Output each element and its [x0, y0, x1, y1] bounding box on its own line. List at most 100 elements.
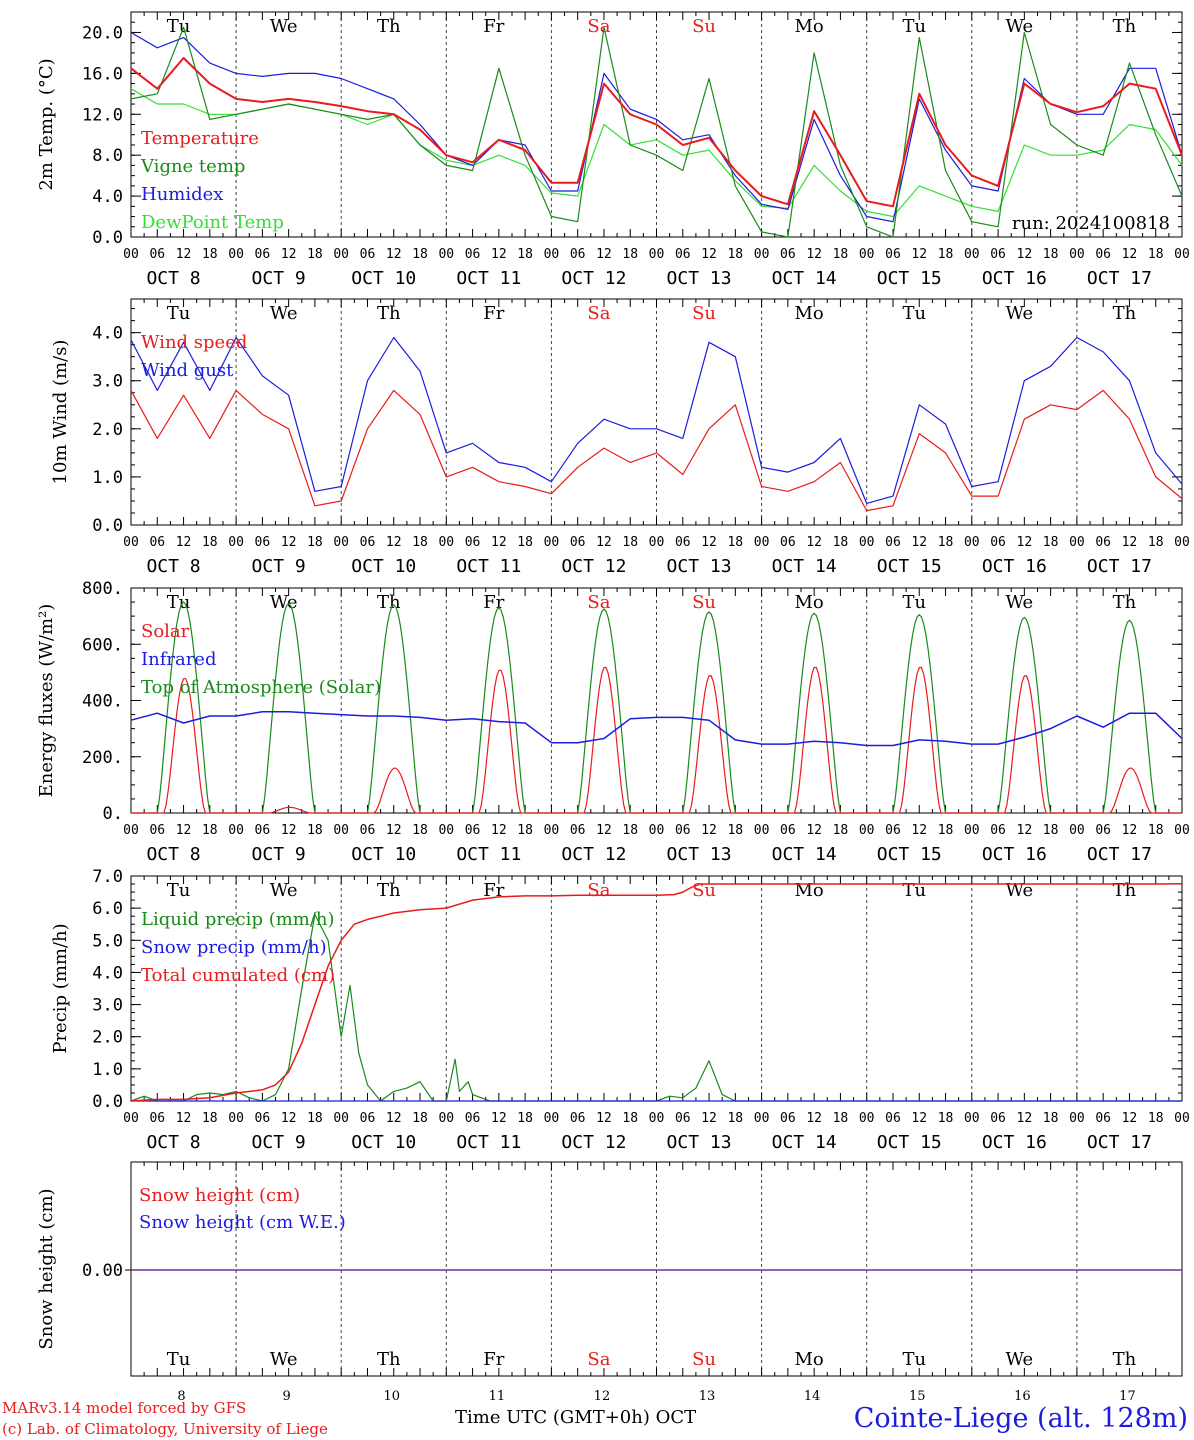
weekday-label: Fr	[483, 1349, 504, 1370]
hour-tick-label: 12	[806, 247, 822, 262]
hour-tick-label: 06	[1095, 1111, 1111, 1126]
hour-tick-label: 18	[1148, 535, 1164, 550]
hour-tick-label: 12	[281, 535, 297, 550]
weekday-label: Mo	[795, 1349, 824, 1370]
hour-tick-label: 00	[438, 247, 454, 262]
weekday-label: Tu	[902, 303, 926, 324]
panel-4: 0.0 1.0 2.0 3.0 4.0 5.0 6.0 7.0 Precip (mm/h) 00 0…	[50, 867, 1190, 1153]
hour-tick-label: 12	[911, 247, 927, 262]
date-label: OCT 10	[351, 556, 416, 577]
date-label: OCT 11	[456, 844, 521, 865]
series-wind-gust	[130, 336, 1183, 504]
weekday-label: Th	[1113, 16, 1137, 37]
hour-tick-label: 00	[859, 247, 875, 262]
panel-1: 0.0 4.0 8.0 12.0 16.0 20.0 2m Temp. (°C) 00 06 12…	[36, 11, 1190, 289]
date-label: OCT 16	[982, 1132, 1047, 1153]
date-label: OCT 9	[252, 268, 306, 289]
y-tick-label: 4.0	[92, 963, 123, 983]
hour-tick-label: 06	[465, 1111, 481, 1126]
weekday-label: Th	[377, 303, 401, 324]
hour-tick-label: 12	[911, 823, 927, 838]
date-label: OCT 15	[877, 1132, 942, 1153]
weekday-label: Th	[1113, 303, 1137, 324]
weekday-label: Tu	[167, 16, 191, 37]
day-number-label: 16	[1014, 1389, 1031, 1404]
hour-tick-label: 18	[412, 1111, 428, 1126]
y-tick-label: 0.0	[92, 228, 123, 248]
hour-tick-label: 00	[333, 823, 349, 838]
day-number-label: 9	[283, 1389, 291, 1404]
date-label: OCT 13	[667, 268, 732, 289]
hour-tick-label: 18	[412, 823, 428, 838]
date-label: OCT 10	[351, 268, 416, 289]
series-wind-speed	[130, 389, 1183, 512]
hour-tick-label: 18	[833, 247, 849, 262]
hour-tick-label: 18	[517, 247, 533, 262]
hour-tick-label: 00	[964, 535, 980, 550]
y-tick-label: 0.0	[92, 516, 123, 536]
day-number-label: 13	[699, 1389, 716, 1404]
weekday-label: Sa	[587, 16, 610, 37]
date-label: OCT 11	[456, 268, 521, 289]
hour-tick-label: 12	[176, 823, 192, 838]
hour-tick-label: 00	[859, 1111, 875, 1126]
date-label: OCT 8	[146, 556, 200, 577]
hour-tick-label: 06	[465, 247, 481, 262]
date-label: OCT 11	[456, 556, 521, 577]
date-label: OCT 12	[561, 1132, 626, 1153]
weekday-label: We	[1006, 880, 1034, 901]
weekday-label: Sa	[587, 880, 610, 901]
weekday-label: We	[270, 880, 298, 901]
y-tick-label: 7.0	[92, 867, 123, 887]
y-tick-label: 600.	[82, 635, 123, 655]
hour-tick-label: 00	[649, 247, 665, 262]
y-tick-label: 200.	[82, 748, 123, 768]
y-tick-label: 400.	[82, 692, 123, 712]
date-label: OCT 15	[877, 556, 942, 577]
hour-tick-label: 18	[622, 1111, 638, 1126]
legend-entry: Snow precip (mm/h)	[141, 937, 327, 958]
y-tick-label: 5.0	[92, 931, 123, 951]
hour-tick-label: 00	[1174, 247, 1190, 262]
date-label: OCT 13	[667, 844, 732, 865]
hour-tick-label: 00	[649, 1111, 665, 1126]
hour-tick-label: 00	[649, 535, 665, 550]
hour-tick-label: 12	[1122, 823, 1138, 838]
hour-tick-label: 06	[990, 823, 1006, 838]
date-label: OCT 14	[772, 844, 837, 865]
hour-tick-label: 06	[885, 247, 901, 262]
date-label: OCT 13	[667, 556, 732, 577]
weekday-label: Th	[1113, 880, 1137, 901]
hour-tick-label: 06	[675, 535, 691, 550]
hour-tick-label: 12	[386, 247, 402, 262]
weekday-label: Su	[692, 1349, 716, 1370]
series-solar	[131, 666, 1182, 814]
hour-tick-label: 18	[938, 1111, 954, 1126]
hour-tick-label: 00	[754, 535, 770, 550]
hour-tick-label: 00	[333, 535, 349, 550]
legend-entry: Temperature	[141, 128, 259, 149]
hour-tick-label: 12	[281, 823, 297, 838]
hour-tick-label: 06	[149, 1111, 165, 1126]
weekday-label: Mo	[795, 16, 824, 37]
station-name: Cointe-Liege (alt. 128m)	[854, 1403, 1188, 1434]
hour-tick-label: 06	[465, 823, 481, 838]
hour-tick-label: 06	[885, 823, 901, 838]
hour-tick-label: 12	[386, 1111, 402, 1126]
hour-tick-label: 00	[1174, 535, 1190, 550]
y-axis-label: 10m Wind (m/s)	[50, 340, 71, 485]
hour-tick-label: 18	[727, 1111, 743, 1126]
hour-tick-label: 18	[202, 535, 218, 550]
date-label: OCT 15	[877, 844, 942, 865]
hour-tick-label: 06	[780, 535, 796, 550]
legend-entry: Solar	[141, 621, 190, 642]
y-tick-label: 800.	[82, 579, 123, 599]
hour-tick-label: 00	[1069, 1111, 1085, 1126]
hour-tick-label: 00	[649, 823, 665, 838]
date-label: OCT 12	[561, 844, 626, 865]
hour-tick-label: 12	[386, 535, 402, 550]
date-label: OCT 10	[351, 844, 416, 865]
weekday-label: We	[270, 592, 298, 613]
date-label: OCT 17	[1087, 556, 1152, 577]
